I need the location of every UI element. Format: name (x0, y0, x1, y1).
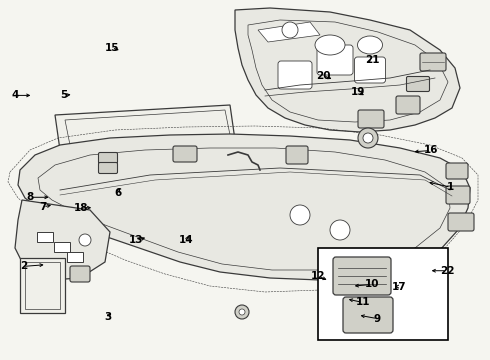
FancyBboxPatch shape (420, 53, 446, 71)
Text: 16: 16 (424, 145, 439, 156)
FancyBboxPatch shape (333, 257, 391, 295)
FancyBboxPatch shape (173, 146, 197, 162)
Ellipse shape (315, 35, 345, 55)
Text: 21: 21 (365, 55, 380, 66)
Ellipse shape (358, 36, 383, 54)
FancyBboxPatch shape (278, 61, 312, 89)
Circle shape (363, 133, 373, 143)
Text: 4: 4 (11, 90, 19, 100)
Text: 1: 1 (447, 182, 454, 192)
FancyBboxPatch shape (98, 162, 118, 174)
Circle shape (358, 128, 378, 148)
Text: 7: 7 (39, 202, 47, 212)
Text: 13: 13 (129, 235, 144, 246)
FancyBboxPatch shape (286, 146, 308, 164)
Polygon shape (235, 8, 460, 132)
FancyBboxPatch shape (446, 186, 470, 204)
Circle shape (282, 22, 298, 38)
Circle shape (79, 234, 91, 246)
Text: 3: 3 (104, 312, 111, 322)
Bar (67, 252, 83, 262)
FancyBboxPatch shape (448, 213, 474, 231)
Text: 5: 5 (60, 90, 67, 100)
Bar (20, 258, 65, 313)
FancyBboxPatch shape (407, 77, 430, 91)
Text: 8: 8 (27, 192, 34, 202)
Bar (318, 248, 448, 340)
FancyBboxPatch shape (317, 45, 353, 75)
Text: 9: 9 (374, 314, 381, 324)
Circle shape (330, 220, 350, 240)
FancyBboxPatch shape (343, 297, 393, 333)
Circle shape (235, 305, 249, 319)
Text: 12: 12 (311, 271, 326, 282)
FancyBboxPatch shape (354, 57, 386, 83)
Text: 6: 6 (114, 188, 121, 198)
Circle shape (290, 205, 310, 225)
FancyBboxPatch shape (446, 163, 468, 179)
Polygon shape (258, 22, 320, 42)
Text: 17: 17 (392, 282, 407, 292)
Bar (37, 232, 53, 242)
FancyBboxPatch shape (70, 266, 90, 282)
Text: 20: 20 (316, 71, 331, 81)
Polygon shape (55, 105, 235, 150)
Text: 15: 15 (104, 42, 119, 53)
Polygon shape (15, 200, 110, 280)
Text: 22: 22 (440, 266, 454, 276)
Text: 14: 14 (179, 235, 194, 246)
Text: 18: 18 (74, 203, 88, 213)
Text: 10: 10 (365, 279, 380, 289)
Text: 2: 2 (20, 261, 27, 271)
FancyBboxPatch shape (98, 153, 118, 163)
Bar (25, 262, 60, 309)
Text: 11: 11 (355, 297, 370, 307)
Circle shape (239, 309, 245, 315)
Polygon shape (18, 134, 470, 280)
FancyBboxPatch shape (358, 110, 384, 128)
Bar (54, 242, 70, 252)
Text: 19: 19 (350, 87, 365, 97)
FancyBboxPatch shape (396, 96, 420, 114)
